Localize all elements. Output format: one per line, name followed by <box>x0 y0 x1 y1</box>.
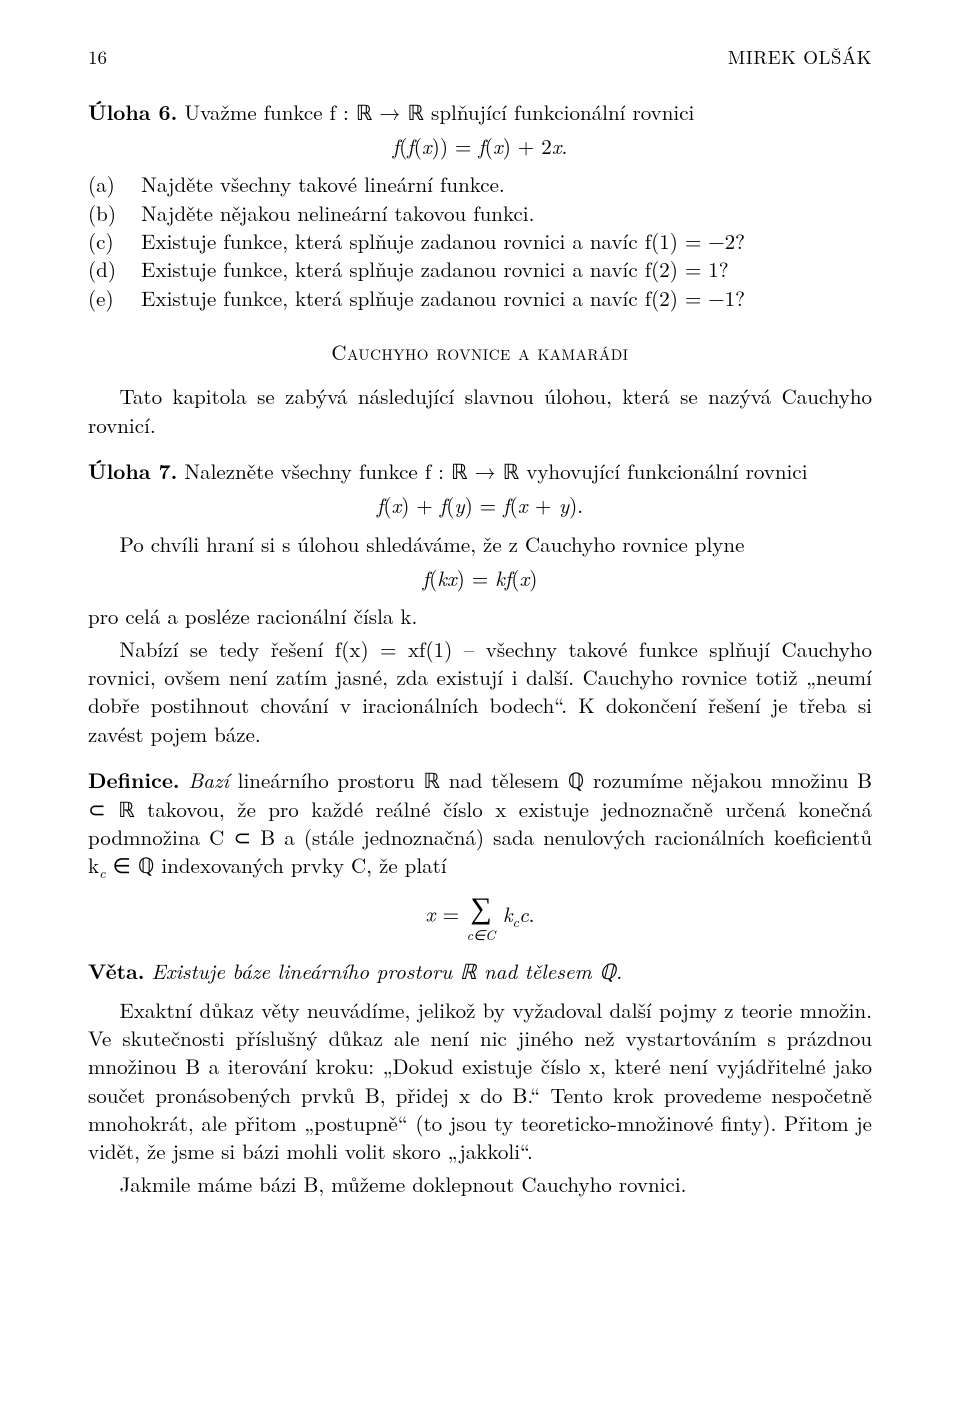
uloha6-item-d: (d) Existuje funkce, která splňuje zadan… <box>88 255 872 283</box>
author-name: MIREK OLŠÁK <box>728 44 872 70</box>
def-title: Definice. <box>88 765 180 795</box>
cauchy-intro: Tato kapitola se zabývá následující slav… <box>88 382 872 439</box>
uloha6-statement: Úloha 6. Uvažme funkce f : ℝ → ℝ splňují… <box>88 98 872 126</box>
uloha6-item-b: (b) Najděte nějakou nelineární takovou f… <box>88 199 872 227</box>
running-header: 16 MIREK OLŠÁK <box>88 44 872 70</box>
uloha7-statement: Úloha 7. Nalezněte všechny funkce f : ℝ … <box>88 457 872 485</box>
veta-title: Věta. <box>88 956 144 986</box>
uloha7-title: Úloha 7. <box>88 456 177 486</box>
def-body-2: ∈ ℚ indexovaných prvky C, že platí <box>106 850 447 880</box>
text-b: Najděte nějakou nelineární takovou funkc… <box>134 198 534 228</box>
label-a: (a) <box>88 170 134 198</box>
label-c: (c) <box>88 227 134 255</box>
label-e: (e) <box>88 284 134 312</box>
uloha7-text: Nalezněte všechny funkce f : ℝ → ℝ vyhov… <box>177 456 807 486</box>
text-d: Existuje funkce, která splňuje zadanou r… <box>134 254 729 284</box>
uloha6-item-c: (c) Existuje funkce, která splňuje zadan… <box>88 227 872 255</box>
cauchy-p1: Po chvíli hraní si s úlohou shledáváme, … <box>88 530 872 558</box>
cauchy-p3: Nabízí se tedy řešení f(x) = xf(1) – vše… <box>88 635 872 748</box>
final-p2: Jakmile máme bázi B, můžeme doklepnout C… <box>88 1170 872 1198</box>
veta-text: Existuje báze lineárního prostoru ℝ nad … <box>151 956 622 986</box>
label-d: (d) <box>88 255 134 283</box>
def-equation: x = ∑ c∈C kcc. <box>88 891 872 943</box>
page: 16 MIREK OLŠÁK Úloha 6. Uvažme funkce f … <box>0 0 960 1407</box>
uloha6-item-a: (a) Najděte všechny takové lineární funk… <box>88 170 872 198</box>
cauchy-p2: pro celá a posléze racionální čísla k. <box>88 602 872 630</box>
page-number: 16 <box>88 44 107 70</box>
label-b: (b) <box>88 199 134 227</box>
cauchy-eq2: f(kx) = kf(x) <box>88 564 872 592</box>
uloha6-equation: f(f(x)) = f(x) + 2x. <box>88 132 872 160</box>
uloha6-title: Úloha 6. <box>88 97 177 127</box>
section-title: Cauchyho rovnice a kamarádi <box>88 338 872 366</box>
uloha6-text: Uvažme funkce f : ℝ → ℝ splňující funkci… <box>177 97 694 127</box>
final-p1: Exaktní důkaz věty neuvádíme, jelikož by… <box>88 996 872 1166</box>
uloha6-item-e: (e) Existuje funkce, která splňuje zadan… <box>88 284 872 312</box>
theorem: Věta. Existuje báze lineárního prostoru … <box>88 957 872 985</box>
text-a: Najděte všechny takové lineární funkce. <box>134 169 505 199</box>
def-emph: Bazí <box>188 765 229 795</box>
uloha7-equation: f(x) + f(y) = f(x + y). <box>88 491 872 519</box>
definition: Definice. Bazí lineárního prostoru ℝ nad… <box>88 766 872 883</box>
text-e: Existuje funkce, která splňuje zadanou r… <box>134 283 745 313</box>
text-c: Existuje funkce, která splňuje zadanou r… <box>134 226 745 256</box>
